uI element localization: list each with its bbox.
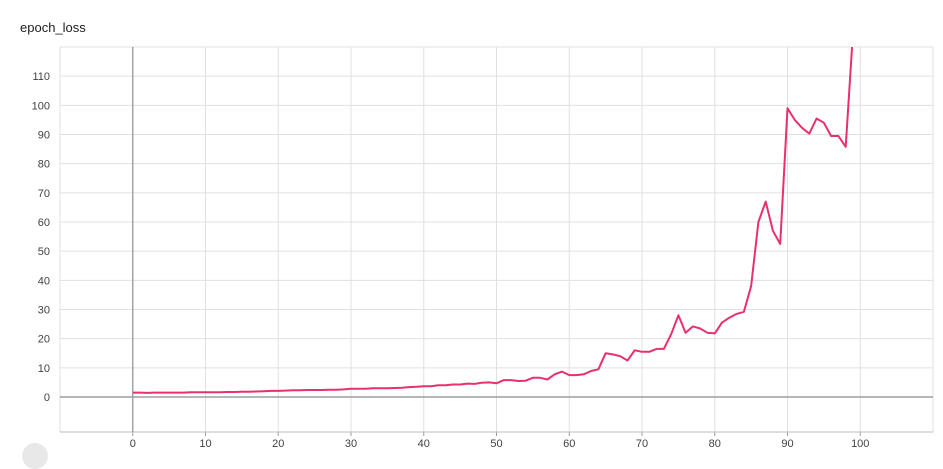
y-tick-label: 100	[32, 100, 50, 112]
y-tick-label: 110	[32, 71, 50, 83]
y-tick-label: 80	[38, 159, 50, 171]
y-tick-label: 40	[38, 275, 50, 287]
x-tick-label: 90	[781, 438, 793, 450]
plot-area	[132, 47, 854, 394]
x-tick-label: 60	[563, 438, 575, 450]
y-tick-label: 10	[38, 363, 50, 375]
y-tick-label: 30	[38, 305, 50, 317]
chart-title: epoch_loss	[20, 20, 86, 35]
y-tick-label: 90	[38, 130, 50, 142]
tick-labels: 0 10 20 30 40 50 60 70 80 90 100 110 0 10 20 30 40 50 60 70…	[32, 71, 870, 450]
x-tick-label: 10	[199, 438, 211, 450]
x-tick-label: 100	[851, 438, 869, 450]
loss-series-line	[132, 47, 854, 394]
y-tick-label: 70	[38, 188, 50, 200]
x-tick-label: 50	[490, 438, 502, 450]
x-tick-label: 70	[636, 438, 648, 450]
x-tick-label: 20	[272, 438, 284, 450]
y-tick-label: 0	[44, 392, 50, 404]
x-tick-label: 40	[418, 438, 430, 450]
axes	[60, 47, 933, 436]
loss-chart: 0 10 20 30 40 50 60 70 80 90 100 110 0 10 20 30 40 50 60 70…	[32, 46, 934, 450]
x-tick-label: 0	[130, 438, 136, 450]
expand-button[interactable]	[22, 443, 48, 469]
y-tick-label: 20	[38, 334, 50, 346]
y-tick-label: 60	[38, 217, 50, 229]
x-tick-label: 80	[709, 438, 721, 450]
grid	[59, 46, 934, 432]
x-tick-label: 30	[345, 438, 357, 450]
y-tick-label: 50	[38, 246, 50, 258]
